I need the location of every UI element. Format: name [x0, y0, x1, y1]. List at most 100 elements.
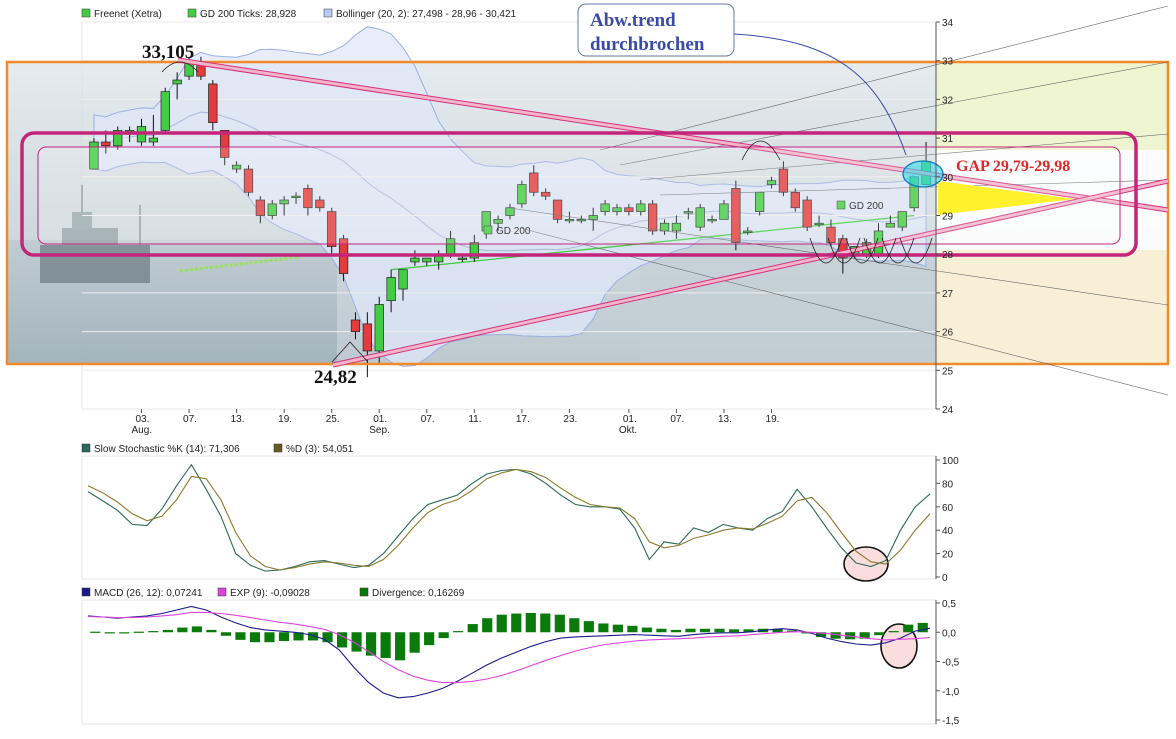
- swing-arc-mark: [741, 140, 781, 161]
- candle-body: [327, 211, 337, 247]
- x-axis-sublabel: Sep.: [369, 425, 390, 436]
- bottom-arc-mark: [899, 237, 933, 264]
- price-y-label: 24: [942, 405, 954, 416]
- candle-body: [897, 211, 907, 228]
- stochastic-line: [87, 463, 931, 572]
- candle-body: [231, 164, 242, 170]
- divergence-bar: [307, 632, 319, 641]
- legend_stoch-label: Slow Stochastic %K (14): 71,306: [94, 444, 240, 455]
- divergence-bar: [322, 632, 333, 643]
- x-axis-label: 11.: [468, 414, 481, 425]
- divergence-bar: [148, 631, 159, 633]
- macd-y-label: -1,0: [942, 687, 960, 698]
- candle-body: [101, 141, 111, 147]
- price-y-label: 32: [942, 95, 954, 106]
- magenta-range-box-inner: [37, 146, 1121, 245]
- legend_macd-swatch: [217, 587, 227, 597]
- candle-body: [303, 188, 313, 209]
- divergence-bar: [220, 632, 231, 636]
- divergence-bar: [453, 631, 464, 633]
- candle-body: [160, 91, 170, 131]
- x-axis-label: 19.: [278, 414, 292, 425]
- macd-panel: [81, 599, 937, 725]
- price-y-label: 31: [942, 134, 954, 145]
- divergence-bar: [104, 632, 115, 634]
- candle-body: [505, 207, 515, 216]
- candle-body: [541, 191, 551, 197]
- legend_macd-swatch: [359, 587, 369, 597]
- gd200-swatch: [836, 200, 846, 210]
- divergence-bar: [874, 632, 885, 636]
- divergence-bar: [699, 628, 711, 633]
- macd-y-label: -1,5: [942, 716, 960, 727]
- candle-body: [398, 269, 408, 290]
- divergence-bar: [133, 631, 144, 633]
- stoch-y-label: 20: [942, 550, 954, 561]
- candle-body: [564, 219, 575, 222]
- trend-box-line2: durchbrochen: [590, 34, 705, 55]
- candle-body: [362, 323, 372, 352]
- divergence-bar: [569, 618, 580, 633]
- divergence-bar: [540, 613, 551, 633]
- divergence-bar: [249, 632, 261, 643]
- candle-body: [469, 242, 479, 259]
- x-axis-label: 07.: [421, 414, 435, 425]
- macd-line: [87, 605, 931, 699]
- candle-body: [624, 207, 634, 212]
- stoch-y-label: 40: [942, 526, 954, 537]
- candle-body: [576, 219, 586, 222]
- stoch-y-label: 100: [942, 456, 959, 467]
- x-axis-label: 07.: [670, 414, 684, 425]
- legend_macd-label: MACD (26, 12): 0,07241: [94, 588, 203, 599]
- candle-body: [683, 211, 693, 214]
- x-axis-label: 01.: [623, 414, 637, 425]
- bottom-arc-mark: [881, 237, 915, 264]
- divergence-bar: [627, 625, 638, 633]
- legend_stoch-label: %D (3): 54,051: [286, 444, 354, 455]
- legend_price-label: GD 200 Ticks: 28,928: [200, 9, 297, 20]
- gd200-label-left: GD 200: [483, 225, 531, 237]
- divergence-bar: [162, 629, 173, 633]
- divergence-bar: [685, 628, 696, 633]
- legend_price-swatch: [187, 8, 197, 18]
- legend_price-swatch: [323, 8, 333, 18]
- price-y-label: 25: [942, 366, 954, 377]
- legend_macd-swatch: [81, 587, 91, 597]
- divergence-bar: [859, 632, 870, 639]
- helper-trend-line: [619, 61, 1169, 166]
- bottom-arc-mark: [827, 237, 861, 264]
- breakout-ellipse: [902, 160, 944, 188]
- candle-body: [172, 79, 182, 85]
- stoch-y-label: 80: [942, 479, 954, 490]
- divergence-bar: [264, 632, 275, 643]
- candle-body: [778, 168, 789, 193]
- legend_stoch-swatch: [273, 443, 283, 453]
- candle-body: [374, 304, 384, 352]
- divergence-bar: [525, 612, 536, 633]
- gd200-swatch: [483, 225, 493, 235]
- x-axis-sublabel: Aug.: [131, 425, 152, 436]
- legend_price-label: Freenet (Xetra): [94, 9, 162, 20]
- helper-trend-line: [659, 179, 1169, 196]
- candle-body: [612, 207, 622, 212]
- bollinger-mid-line: [93, 111, 927, 252]
- divergence-bar: [336, 632, 348, 648]
- divergence-bar: [496, 614, 507, 633]
- legend_stoch-swatch: [81, 443, 91, 453]
- candle-body: [802, 199, 812, 228]
- x-axis-label: 07.: [183, 414, 197, 425]
- candle-body: [648, 203, 658, 232]
- divergence-bar: [888, 631, 899, 633]
- bottom-arc-mark: [809, 237, 843, 264]
- candle-body: [148, 137, 159, 143]
- low-swing-mark: [331, 341, 369, 363]
- divergence-bar: [380, 632, 391, 658]
- candle-body: [731, 188, 741, 243]
- divergence-bar: [177, 627, 188, 633]
- candle-body: [208, 83, 218, 123]
- divergence-bar: [119, 632, 130, 634]
- divergence-bar: [366, 632, 377, 656]
- helper-trend-line: [599, 5, 1169, 151]
- high-swing-mark: [161, 61, 199, 73]
- legend_price-label: Bollinger (20, 2): 27,498 - 28,96 - 30,4…: [336, 9, 517, 20]
